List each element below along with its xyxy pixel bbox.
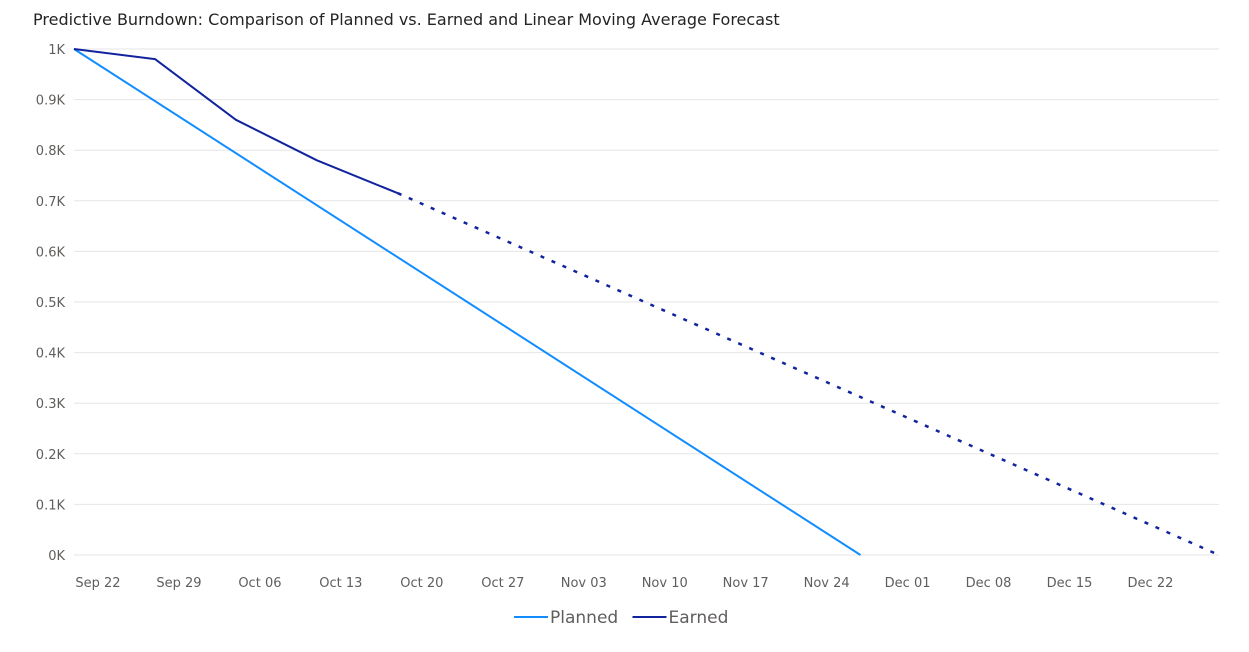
y-tick-label: 1K (48, 43, 65, 58)
x-tick-label: Dec 15 (1047, 576, 1093, 591)
y-tick-label: 0.6K (36, 245, 66, 260)
y-tick-label: 0.7K (36, 195, 66, 210)
chart-title: Predictive Burndown: Comparison of Plann… (33, 10, 780, 29)
gridlines (74, 48, 1219, 556)
x-tick-label: Oct 20 (400, 576, 443, 591)
y-axis: 0K 0.1K 0.2K 0.3K 0.4K 0.5K 0.6K 0.7K 0.8K 0.9K 1K (36, 43, 66, 564)
series-lines (73, 48, 1220, 557)
earned-series-line (73, 48, 399, 195)
x-tick-label: Nov 10 (642, 576, 688, 591)
legend: Planned Earned (514, 608, 728, 628)
legend-label: Earned (669, 608, 729, 628)
planned-series-line (73, 48, 862, 556)
x-tick-label: Dec 22 (1128, 576, 1174, 591)
x-tick-label: Nov 03 (561, 576, 607, 591)
x-tick-label: Nov 17 (723, 576, 769, 591)
y-tick-label: 0.1K (36, 498, 66, 513)
x-axis: Sep 22 Sep 29 Oct 06 Oct 13 Oct 20 Oct 27 Nov … (75, 576, 1173, 591)
x-tick-label: Nov 24 (804, 576, 850, 591)
y-tick-label: 0.2K (36, 448, 66, 463)
y-tick-label: 0.5K (36, 296, 66, 311)
legend-label: Planned (550, 608, 618, 628)
x-tick-label: Oct 27 (481, 576, 524, 591)
forecast-series-line (397, 192, 1220, 557)
x-tick-label: Oct 06 (238, 576, 281, 591)
y-tick-label: 0.4K (36, 347, 66, 362)
x-tick-label: Dec 08 (966, 576, 1012, 591)
x-tick-label: Dec 01 (885, 576, 931, 591)
y-tick-label: 0K (48, 549, 65, 564)
x-tick-label: Sep 22 (75, 576, 120, 591)
x-tick-label: Oct 13 (319, 576, 362, 591)
y-tick-label: 0.3K (36, 397, 66, 412)
y-tick-label: 0.9K (36, 94, 66, 109)
y-tick-label: 0.8K (36, 144, 66, 159)
x-tick-label: Sep 29 (156, 576, 201, 591)
